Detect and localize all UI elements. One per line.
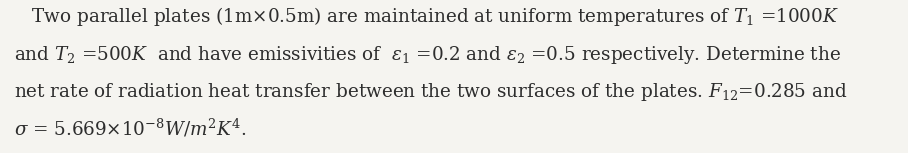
Text: $\sigma$ = 5.669×10$^{-8}$$W$/$m^2$$K^4$.: $\sigma$ = 5.669×10$^{-8}$$W$/$m^2$$K^4$… (14, 117, 246, 139)
Text: Two parallel plates (1m×0.5m) are maintained at uniform temperatures of $T_1$ =1: Two parallel plates (1m×0.5m) are mainta… (14, 5, 838, 28)
Text: net rate of radiation heat transfer between the two surfaces of the plates. $F_{: net rate of radiation heat transfer betw… (14, 80, 847, 103)
Text: and $T_2$ =500$K$  and have emissivities of  $\varepsilon_1$ =0.2 and $\varepsil: and $T_2$ =500$K$ and have emissivities … (14, 44, 841, 66)
